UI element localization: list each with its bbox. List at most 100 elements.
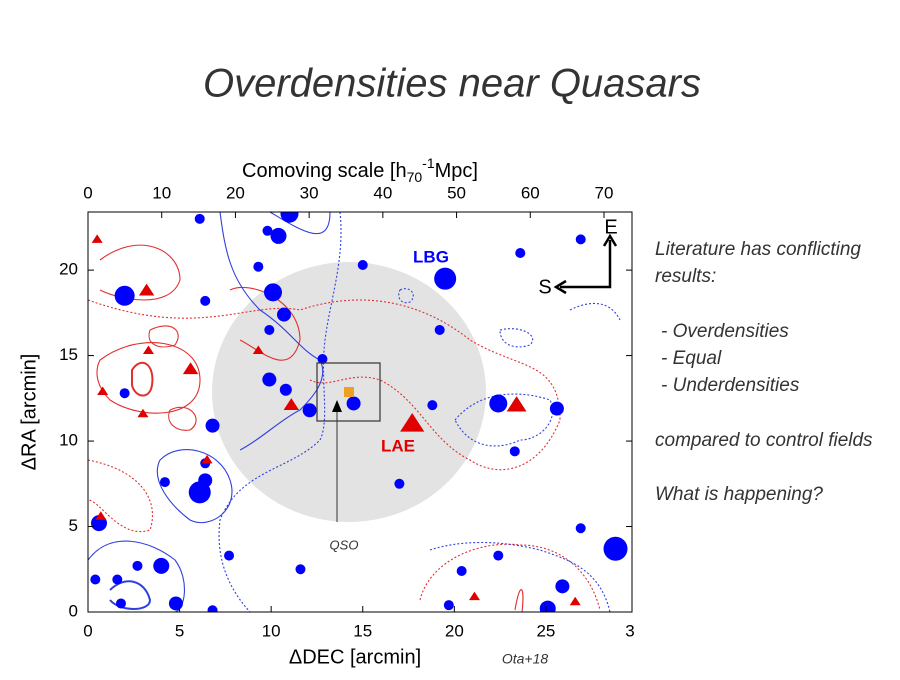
lbg-point: [357, 259, 368, 270]
lbg-point: [509, 446, 520, 457]
y-axis-label: ΔRA [arcmin]: [18, 354, 40, 471]
lbg-point: [279, 383, 292, 396]
lae-point: [201, 454, 213, 464]
lbg-point: [153, 557, 170, 574]
contour: [156, 449, 233, 524]
y-tick-label: 15: [59, 345, 78, 364]
text-line: - Equal: [661, 348, 722, 369]
x-tick-label: 5: [175, 621, 184, 640]
lbg-point: [90, 574, 101, 585]
compass: [560, 240, 612, 289]
contour: [168, 406, 197, 431]
lbg-point: [317, 354, 328, 365]
lae-point: [400, 412, 425, 432]
lae-point: [468, 591, 480, 601]
lbg-point: [427, 400, 438, 411]
contour: [218, 212, 342, 612]
lbg-point: [114, 285, 135, 306]
lbg-point: [270, 227, 287, 244]
x-tick-label: 20: [445, 621, 464, 640]
plot-frame: [87, 211, 633, 613]
side-text: Literature has conflicting results: - Ov…: [655, 239, 873, 505]
lbg-point: [253, 261, 264, 272]
lbg-point: [443, 600, 454, 611]
text-line: - Underdensities: [661, 375, 800, 396]
y-tick-label: 10: [59, 431, 78, 450]
contour: [419, 543, 601, 611]
lbg-point: [194, 213, 205, 224]
lae-point: [97, 386, 109, 395]
y-tick-label: 5: [69, 516, 78, 535]
annotation: QSO: [330, 537, 359, 552]
lbg-point: [119, 388, 130, 399]
y-tick-label: 0: [69, 601, 78, 620]
text-line: compared to control fields: [655, 430, 873, 451]
label-part: Mpc]: [435, 160, 478, 182]
lbg-point: [575, 234, 586, 245]
compass-heads: [553, 233, 618, 295]
label-sub: 70: [407, 169, 423, 185]
contour: [96, 342, 201, 414]
lbg-point: [263, 283, 282, 302]
text-line: results:: [655, 266, 716, 287]
lae-point: [91, 234, 103, 243]
lae-point: [283, 398, 300, 411]
lbg-point: [456, 565, 467, 576]
contour: [109, 580, 152, 610]
text-line: - Overdensities: [661, 321, 789, 342]
x2-tick-label: 40: [373, 183, 392, 202]
qso-marker: [344, 387, 354, 397]
x2-tick-label: 70: [595, 183, 614, 202]
contour: [514, 589, 524, 612]
qso-box: [316, 362, 381, 422]
annotation: S: [538, 276, 551, 298]
lbg-point: [489, 394, 508, 413]
annotation: E: [604, 216, 617, 238]
x-tick-label: 0: [83, 621, 92, 640]
lbg-point: [276, 307, 291, 322]
series-label: LBG: [413, 247, 449, 266]
lbg-point: [295, 564, 306, 575]
contour: [499, 328, 533, 348]
x2-tick-label: 50: [447, 183, 466, 202]
qso-arrowhead: [332, 400, 342, 412]
lae-point: [95, 511, 107, 520]
lbg-point: [280, 212, 299, 223]
lbg-point: [346, 396, 361, 411]
lbg-point: [207, 605, 218, 612]
contour: [99, 244, 181, 301]
x2-tick-label: 0: [83, 183, 92, 202]
lae-point: [138, 283, 155, 296]
lae-point: [252, 345, 264, 354]
contour: [569, 302, 621, 321]
lbg-point: [434, 324, 445, 335]
x2-tick-label: 10: [152, 183, 171, 202]
lbg-point: [493, 550, 504, 561]
label-sup: -1: [422, 155, 435, 171]
x-tick-label: 15: [353, 621, 372, 640]
lbg-point: [224, 550, 235, 561]
lae-point: [137, 408, 149, 418]
credit: Ota+18: [502, 651, 549, 667]
lbg-point: [112, 574, 123, 585]
lbg-point: [262, 372, 277, 387]
lbg-point: [394, 478, 405, 489]
lbg-point: [515, 248, 526, 259]
series-label: LAE: [381, 436, 415, 455]
x2-tick-label: 60: [521, 183, 540, 202]
x-axis-label: ΔDEC [arcmin]: [289, 646, 421, 668]
lbg-point: [115, 598, 126, 609]
text-line: Literature has conflicting: [655, 239, 861, 260]
lbg-point: [302, 403, 317, 418]
contour: [269, 212, 331, 235]
lbg-point: [575, 523, 586, 534]
lbg-point: [205, 418, 220, 433]
contour: [398, 288, 414, 304]
y-tick-label: 20: [59, 260, 78, 279]
lbg-point: [549, 401, 564, 416]
plot-area: [88, 212, 628, 612]
lae-point: [142, 345, 154, 354]
lbg-point: [555, 579, 570, 594]
lbg-point: [434, 267, 457, 290]
